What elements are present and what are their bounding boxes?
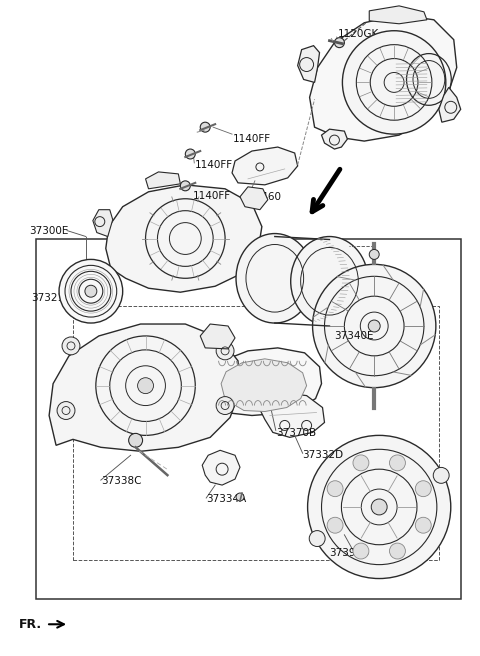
Circle shape	[433, 468, 449, 483]
Polygon shape	[106, 185, 262, 292]
Circle shape	[216, 342, 234, 359]
Polygon shape	[145, 172, 180, 189]
Bar	[73, 306, 439, 560]
Text: FR.: FR.	[19, 618, 42, 631]
Text: 37390B: 37390B	[329, 548, 370, 558]
Polygon shape	[207, 348, 322, 415]
Circle shape	[371, 499, 387, 515]
Polygon shape	[298, 46, 320, 83]
Circle shape	[353, 543, 369, 559]
Circle shape	[216, 397, 234, 415]
Text: 1140FF: 1140FF	[193, 191, 231, 201]
Circle shape	[312, 264, 436, 388]
Circle shape	[180, 181, 190, 191]
Circle shape	[327, 481, 343, 497]
Text: 37334A: 37334A	[206, 494, 246, 504]
Circle shape	[353, 455, 369, 471]
Polygon shape	[439, 87, 461, 122]
Circle shape	[415, 518, 431, 533]
Circle shape	[389, 455, 406, 471]
Circle shape	[369, 249, 379, 259]
Circle shape	[85, 285, 97, 297]
Polygon shape	[322, 129, 348, 149]
Circle shape	[62, 337, 80, 355]
Ellipse shape	[291, 237, 368, 326]
Circle shape	[368, 320, 380, 332]
Polygon shape	[369, 6, 427, 24]
Circle shape	[57, 401, 75, 419]
Polygon shape	[202, 450, 240, 485]
Polygon shape	[232, 147, 298, 185]
Polygon shape	[221, 359, 307, 411]
Polygon shape	[260, 393, 324, 438]
Ellipse shape	[236, 234, 313, 323]
Circle shape	[415, 481, 431, 497]
Text: 1140FF: 1140FF	[195, 160, 233, 170]
Polygon shape	[93, 210, 113, 237]
Circle shape	[327, 518, 343, 533]
Text: 37460: 37460	[248, 192, 281, 202]
Circle shape	[309, 531, 325, 546]
Circle shape	[185, 149, 195, 159]
Circle shape	[236, 493, 244, 501]
Bar	[36, 239, 461, 600]
Polygon shape	[310, 15, 457, 141]
Polygon shape	[200, 324, 235, 349]
Text: 37338C: 37338C	[101, 476, 141, 486]
Circle shape	[129, 434, 143, 447]
Polygon shape	[49, 324, 240, 451]
Circle shape	[342, 31, 446, 134]
Circle shape	[200, 122, 210, 132]
Circle shape	[389, 543, 406, 559]
Text: 37332D: 37332D	[302, 450, 344, 461]
Text: 37300E: 37300E	[29, 226, 69, 236]
Circle shape	[59, 259, 123, 323]
Text: 37340E: 37340E	[335, 331, 374, 341]
Circle shape	[138, 378, 154, 394]
Text: 37370B: 37370B	[276, 428, 316, 438]
Circle shape	[308, 436, 451, 579]
Text: 1120GK: 1120GK	[337, 29, 379, 39]
Text: 1140FF: 1140FF	[233, 134, 271, 144]
Polygon shape	[240, 187, 268, 210]
Text: 37321D: 37321D	[31, 293, 72, 303]
Circle shape	[335, 37, 344, 48]
